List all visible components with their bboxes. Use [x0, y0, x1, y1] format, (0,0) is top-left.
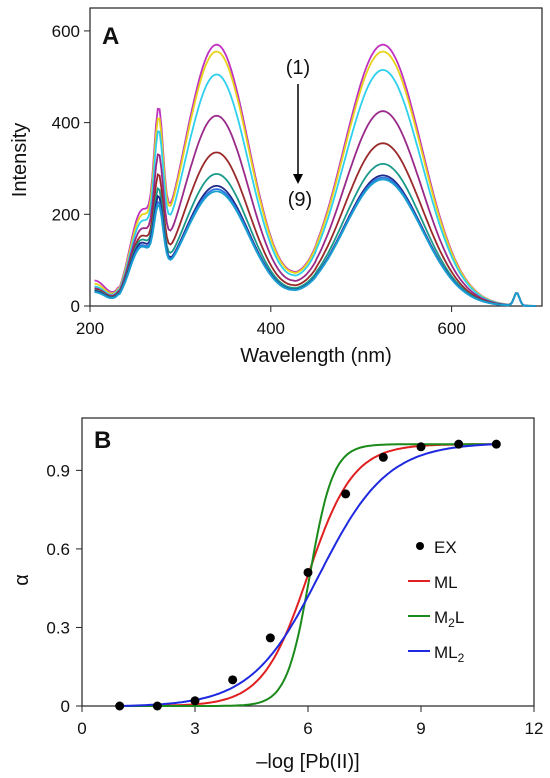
panel-b-y-tick-label: 0.6	[46, 540, 70, 559]
panel-a-spectrum-line	[94, 163, 536, 307]
panel-b-x-tick-label: 0	[77, 719, 86, 738]
panel-a-spectrum-line	[94, 50, 536, 307]
panel-b-data-point	[454, 439, 464, 449]
panel-b-data-point	[378, 452, 388, 462]
panel-b-y-tick-label: 0.9	[46, 461, 70, 480]
panel-a-x-axis-label: Wavelength (nm)	[240, 345, 392, 367]
panel-b-x-tick-label: 9	[416, 719, 425, 738]
panel-b-data-point	[265, 633, 275, 643]
panel-b-y-ticks: 0 0.3 0.6 0.9	[46, 461, 82, 716]
panel-b-data-point	[341, 489, 351, 499]
panel-b-x-axis-label: –log [Pb(II)]	[256, 751, 359, 773]
panel-b-data-point	[228, 675, 238, 685]
panel-a-series	[94, 43, 536, 307]
panel-b-points	[115, 439, 501, 711]
legend-m2l-label: M2L	[434, 608, 464, 630]
panel-a-spectrum-line	[94, 110, 536, 307]
panel-b-x-tick-label: 6	[303, 719, 312, 738]
panel-a-x-tick-label: 200	[76, 319, 104, 338]
panel-a-y-tick-label: 400	[52, 114, 80, 133]
panel-a-y-axis-label: Intensity	[9, 123, 31, 197]
panel-b-label: B	[94, 427, 111, 454]
panel-a-y-ticks: 0 200 400 600	[52, 22, 90, 316]
panel-b-data-point	[152, 701, 162, 711]
panel-a-x-ticks: 200 400 600	[76, 306, 466, 338]
panel-b-x-tick-label: 12	[525, 719, 544, 738]
panel-b-model-line-m2l	[119, 443, 497, 707]
panel-b-data-point	[416, 442, 426, 452]
panel-b-model-line-ml2	[119, 443, 497, 707]
panel-a-x-tick-label: 600	[437, 319, 465, 338]
panel-a-spectrum-line	[94, 178, 536, 307]
legend: EX ML M2L ML2	[408, 538, 465, 665]
panel-b-data-point	[115, 701, 125, 711]
panel-b-data-point	[303, 567, 313, 577]
legend-ml2-label: ML2	[434, 643, 465, 665]
panel-a-frame	[89, 7, 543, 307]
panel-a-label: A	[102, 23, 119, 50]
legend-ml-label: ML	[434, 573, 458, 592]
panel-b-frame	[81, 417, 535, 707]
panel-b-y-tick-label: 0.3	[46, 618, 70, 637]
legend-ex-label: EX	[434, 538, 457, 557]
panel-b-data-point	[190, 696, 200, 706]
panel-b-data-point	[491, 439, 501, 449]
panel-a-spectrum-line	[94, 142, 536, 307]
panel-b-x-ticks: 0 3 6 9 12	[77, 706, 543, 738]
annotation-end-label: (9)	[288, 189, 312, 211]
panel-a-y-tick-label: 0	[71, 297, 80, 316]
panel-a-y-tick-label: 600	[52, 22, 80, 41]
panel-a-spectrum-line	[94, 69, 536, 307]
panel-b-y-axis-label: α	[11, 574, 33, 586]
panel-a-y-tick-label: 200	[52, 205, 80, 224]
panel-a: A 0 200 400 600 200 400 600 Wavelength (nm) I…	[9, 7, 543, 367]
panel-b-y-tick-label: 0	[61, 697, 70, 716]
panel-a-x-tick-label: 400	[257, 319, 285, 338]
annotation-arrow-head	[293, 174, 303, 184]
panel-b-x-tick-label: 3	[190, 719, 199, 738]
legend-ex-marker	[416, 542, 424, 550]
panel-a-spectrum-line	[94, 43, 536, 307]
panel-b: B 0 0.3 0.6 0.9 0 3 6 9 12 –log [Pb(II)] α EX M…	[11, 417, 543, 773]
annotation-start-label: (1)	[286, 57, 310, 79]
